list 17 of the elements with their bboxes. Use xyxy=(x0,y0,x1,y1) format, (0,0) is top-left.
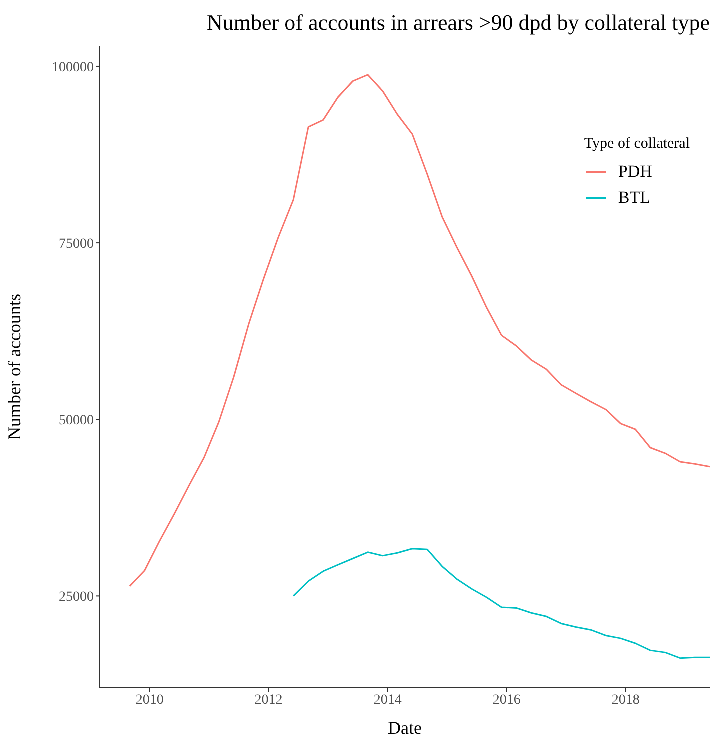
y-tick-label: 25000 xyxy=(59,590,94,606)
x-tick-label: 2012 xyxy=(254,692,283,708)
y-axis-title: Number of accounts xyxy=(4,294,24,440)
line-series xyxy=(292,548,710,660)
x-tick-label: 2010 xyxy=(136,692,164,708)
legend-label: BTL xyxy=(618,188,651,208)
legend-label: PDH xyxy=(618,162,652,182)
line-series xyxy=(129,74,710,588)
chart-title: Number of accounts in arrears >90 dpd by collateral type xyxy=(207,10,710,36)
y-tick-label: 75000 xyxy=(59,237,94,252)
y-tick-label: 100000 xyxy=(52,60,94,76)
x-tick-label: 2018 xyxy=(612,692,640,708)
y-tick-label: 50000 xyxy=(59,414,94,429)
legend-title: Type of collateral xyxy=(584,136,690,153)
x-tick-label: 2014 xyxy=(374,692,402,708)
x-tick-label: 2016 xyxy=(492,692,521,708)
x-axis-title: Date xyxy=(388,718,422,738)
